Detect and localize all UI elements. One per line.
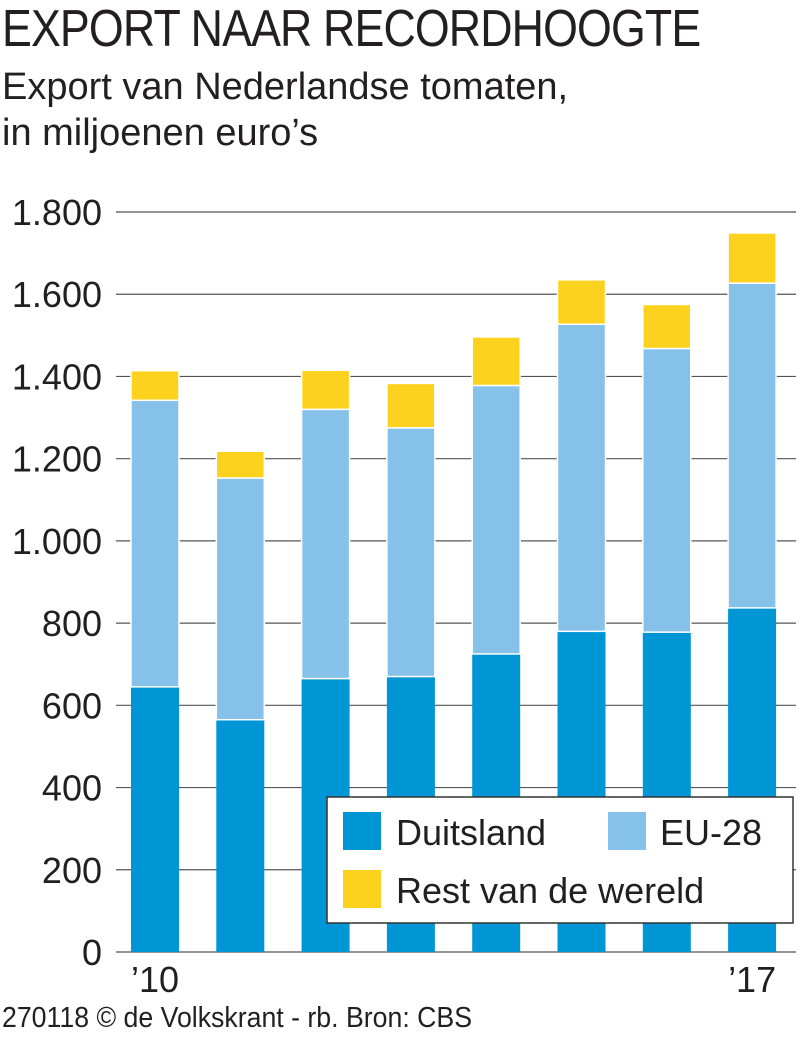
legend-swatch-eu-28: [608, 812, 646, 850]
legend-label-duitsland: Duitsland: [396, 812, 546, 853]
legend-swatch-duitsland: [343, 812, 381, 850]
y-tick-label: 600: [42, 685, 102, 726]
bar-2017-eu-28: [727, 282, 777, 609]
bar-2011-eu-28: [215, 477, 266, 721]
bar-2013-eu-28: [386, 427, 436, 678]
bar-2012-eu-28: [300, 408, 351, 680]
legend-label-rest-van-de-wereld: Rest van de wereld: [396, 870, 704, 911]
x-tick-label: ’17: [728, 959, 776, 1000]
y-tick-label: 0: [82, 932, 102, 973]
bar-2014-rest-van-de-wereld: [471, 336, 521, 387]
y-tick-label: 1.400: [12, 356, 102, 397]
y-tick-label: 1.000: [12, 521, 102, 562]
subtitle-line-2: in miljoenen euro’s: [2, 112, 319, 154]
bar-2016-eu-28: [642, 347, 692, 633]
bar-2014-eu-28: [471, 384, 521, 655]
chart-title: EXPORT NAAR RECORDHOOGTE: [2, 0, 701, 58]
y-tick-label: 1.600: [12, 274, 102, 315]
bar-2016-rest-van-de-wereld: [642, 303, 692, 350]
y-tick-label: 1.800: [12, 192, 102, 233]
legend-swatch-rest-van-de-wereld: [343, 870, 381, 908]
bar-2010-rest-van-de-wereld: [130, 369, 180, 402]
y-tick-label: 400: [42, 768, 102, 809]
bar-2010-duitsland: [131, 686, 179, 952]
bar-2013-rest-van-de-wereld: [386, 382, 436, 429]
bar-2012-rest-van-de-wereld: [300, 369, 351, 411]
stacked-bar-chart: 0 200 400 600 800 1.000 1.200 1.400 1.600 1.800 ’1…: [12, 192, 796, 1000]
subtitle-line-1: Export van Nederlandse tomaten,: [2, 66, 569, 108]
legend-box: [326, 796, 794, 924]
y-tick-label: 200: [42, 850, 102, 891]
bar-2015-rest-van-de-wereld: [556, 279, 607, 325]
legend-label-eu-28: EU-28: [660, 812, 762, 853]
source-credit: 270118 © de Volkskrant - rb. Bron: CBS: [2, 1002, 473, 1034]
bar-2011-rest-van-de-wereld: [215, 450, 266, 479]
bar-2017-rest-van-de-wereld: [727, 232, 777, 284]
y-tick-label: 800: [42, 603, 102, 644]
chart-subtitle: Export van Nederlandse tomaten, in miljo…: [2, 64, 568, 156]
bar-2011-duitsland: [216, 719, 265, 952]
x-tick-label: ’10: [131, 959, 179, 1000]
bar-2010-eu-28: [130, 399, 180, 688]
bar-2015-eu-28: [556, 323, 607, 633]
y-tick-label: 1.200: [12, 439, 102, 480]
